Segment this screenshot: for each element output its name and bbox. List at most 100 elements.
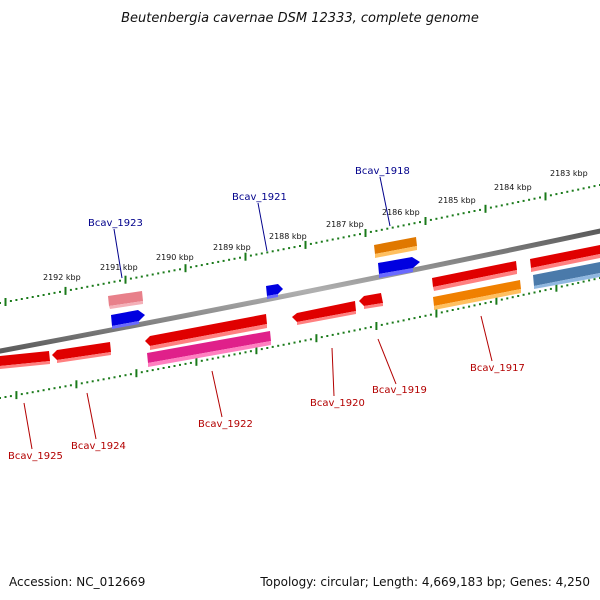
gene-label-bcav-1925[interactable]: Bcav_1925 bbox=[8, 451, 63, 462]
scale-minor-tick bbox=[102, 282, 105, 285]
scale-minor-tick bbox=[331, 238, 334, 241]
gene-label-bcav-1922[interactable]: Bcav_1922 bbox=[198, 419, 253, 430]
gene-label-bcav-1917[interactable]: Bcav_1917 bbox=[470, 363, 525, 374]
scale-minor-tick bbox=[391, 226, 394, 229]
gene-label-bcav-1924[interactable]: Bcav_1924 bbox=[71, 441, 126, 452]
gene-label-bcav-1920[interactable]: Bcav_1920 bbox=[310, 398, 365, 409]
scale-minor-tick bbox=[588, 186, 591, 189]
scale-minor-tick bbox=[522, 293, 525, 296]
gene-bcav-1921[interactable] bbox=[266, 284, 283, 299]
scale-minor-tick bbox=[233, 353, 236, 356]
scale-minor-tick bbox=[315, 241, 318, 244]
scale-minor-tick bbox=[228, 258, 231, 261]
scale-label-2191: 2191 kbp bbox=[100, 263, 138, 272]
scale-minor-tick bbox=[179, 268, 181, 271]
scale-minor-tick bbox=[48, 292, 51, 295]
scale-major-tick bbox=[195, 357, 198, 366]
scale-minor-tick bbox=[31, 296, 34, 298]
scale-minor-tick bbox=[511, 202, 514, 205]
scale-minor-tick bbox=[429, 313, 432, 316]
gene-label-bcav-1921[interactable]: Bcav_1921 bbox=[232, 192, 287, 203]
gene-label-bcav-1923[interactable]: Bcav_1923 bbox=[88, 218, 143, 229]
scale-minor-tick bbox=[189, 266, 192, 269]
gene-unlabeled[interactable] bbox=[530, 245, 600, 272]
gene-bcav-1924[interactable] bbox=[52, 342, 111, 363]
leader-line-top bbox=[113, 228, 123, 279]
scale-major-tick bbox=[255, 346, 258, 355]
scale-minor-tick bbox=[495, 205, 498, 208]
scale-minor-tick bbox=[549, 287, 552, 290]
scale-minor-tick bbox=[375, 229, 378, 232]
scale-minor-tick bbox=[288, 342, 291, 345]
scale-minor-tick bbox=[522, 199, 525, 202]
gene-unlabeled[interactable] bbox=[432, 261, 517, 291]
scale-minor-tick bbox=[249, 254, 252, 257]
scale-minor-tick bbox=[91, 284, 94, 287]
gene-bcav-1920[interactable] bbox=[292, 301, 356, 325]
scale-minor-tick bbox=[64, 385, 67, 388]
scale-minor-tick bbox=[451, 309, 454, 311]
scale-minor-tick bbox=[299, 340, 301, 343]
scale-minor-tick bbox=[440, 311, 443, 314]
scale-minor-tick bbox=[217, 356, 220, 359]
scale-minor-tick bbox=[402, 319, 405, 322]
scale-minor-tick bbox=[206, 358, 209, 361]
scale-minor-tick bbox=[528, 292, 531, 295]
topology-text: Topology: circular; Length: 4,669,183 bp… bbox=[259, 575, 590, 589]
scale-minor-tick bbox=[348, 330, 351, 333]
scale-minor-tick bbox=[304, 339, 307, 342]
scale-minor-tick bbox=[435, 217, 438, 220]
scale-minor-tick bbox=[533, 197, 536, 200]
scale-minor-tick bbox=[277, 249, 280, 252]
scale-minor-tick bbox=[80, 286, 83, 289]
scale-minor-tick bbox=[86, 285, 89, 288]
scale-major-tick bbox=[495, 296, 498, 305]
gene-unlabeled[interactable] bbox=[111, 310, 145, 329]
scale-minor-tick bbox=[135, 276, 138, 279]
scale-minor-tick bbox=[386, 322, 389, 325]
scale-minor-tick bbox=[249, 350, 252, 353]
gene-label-bcav-1918[interactable]: Bcav_1918 bbox=[355, 166, 410, 177]
scale-minor-tick bbox=[288, 247, 291, 250]
scale-minor-tick bbox=[282, 248, 285, 251]
scale-minor-tick bbox=[189, 361, 192, 364]
scale-minor-tick bbox=[255, 253, 258, 256]
scale-minor-tick bbox=[48, 388, 51, 391]
gene-bcav-1923[interactable] bbox=[108, 291, 143, 309]
scale-minor-tick bbox=[440, 216, 443, 219]
scale-minor-tick bbox=[528, 198, 531, 201]
gene-bcav-1919[interactable] bbox=[359, 293, 383, 309]
scale-label-2189: 2189 kbp bbox=[213, 243, 251, 252]
scale-minor-tick bbox=[549, 194, 552, 197]
scale-minor-tick bbox=[539, 290, 541, 293]
scale-label-2183: 2183 kbp bbox=[550, 169, 588, 178]
gene-unlabeled-steel[interactable] bbox=[533, 262, 600, 289]
gene-bcav-1917[interactable] bbox=[433, 280, 521, 310]
scale-minor-tick bbox=[413, 317, 416, 320]
scale-minor-tick bbox=[271, 250, 274, 253]
gene-bcav-1925[interactable] bbox=[0, 351, 50, 369]
scale-minor-tick bbox=[162, 271, 165, 274]
scale-minor-tick bbox=[506, 297, 509, 300]
scale-minor-tick bbox=[4, 396, 7, 398]
scale-minor-tick bbox=[500, 298, 503, 301]
scale-major-tick bbox=[315, 334, 318, 343]
gene-bcav-1918[interactable] bbox=[374, 237, 417, 258]
gene-bcav-1922[interactable] bbox=[147, 331, 271, 367]
gene-label-bcav-1919[interactable]: Bcav_1919 bbox=[372, 385, 427, 396]
scale-minor-tick bbox=[353, 234, 356, 237]
scale-minor-tick bbox=[119, 279, 121, 282]
scale-major-tick bbox=[184, 264, 187, 273]
gene-unlabeled[interactable] bbox=[378, 257, 420, 278]
scale-minor-tick bbox=[80, 382, 83, 385]
scale-minor-tick bbox=[97, 283, 100, 286]
scale-minor-tick bbox=[419, 315, 421, 318]
scale-minor-tick bbox=[320, 240, 323, 243]
gene-bcav-1922-red[interactable] bbox=[145, 314, 267, 350]
scale-labels: 2192 kbp 2191 kbp 2190 kbp 2189 kbp 2188… bbox=[43, 169, 588, 282]
scale-minor-tick bbox=[309, 338, 312, 341]
scale-major-tick bbox=[75, 380, 78, 389]
scale-minor-tick bbox=[69, 384, 72, 387]
scale-minor-tick bbox=[511, 296, 514, 299]
